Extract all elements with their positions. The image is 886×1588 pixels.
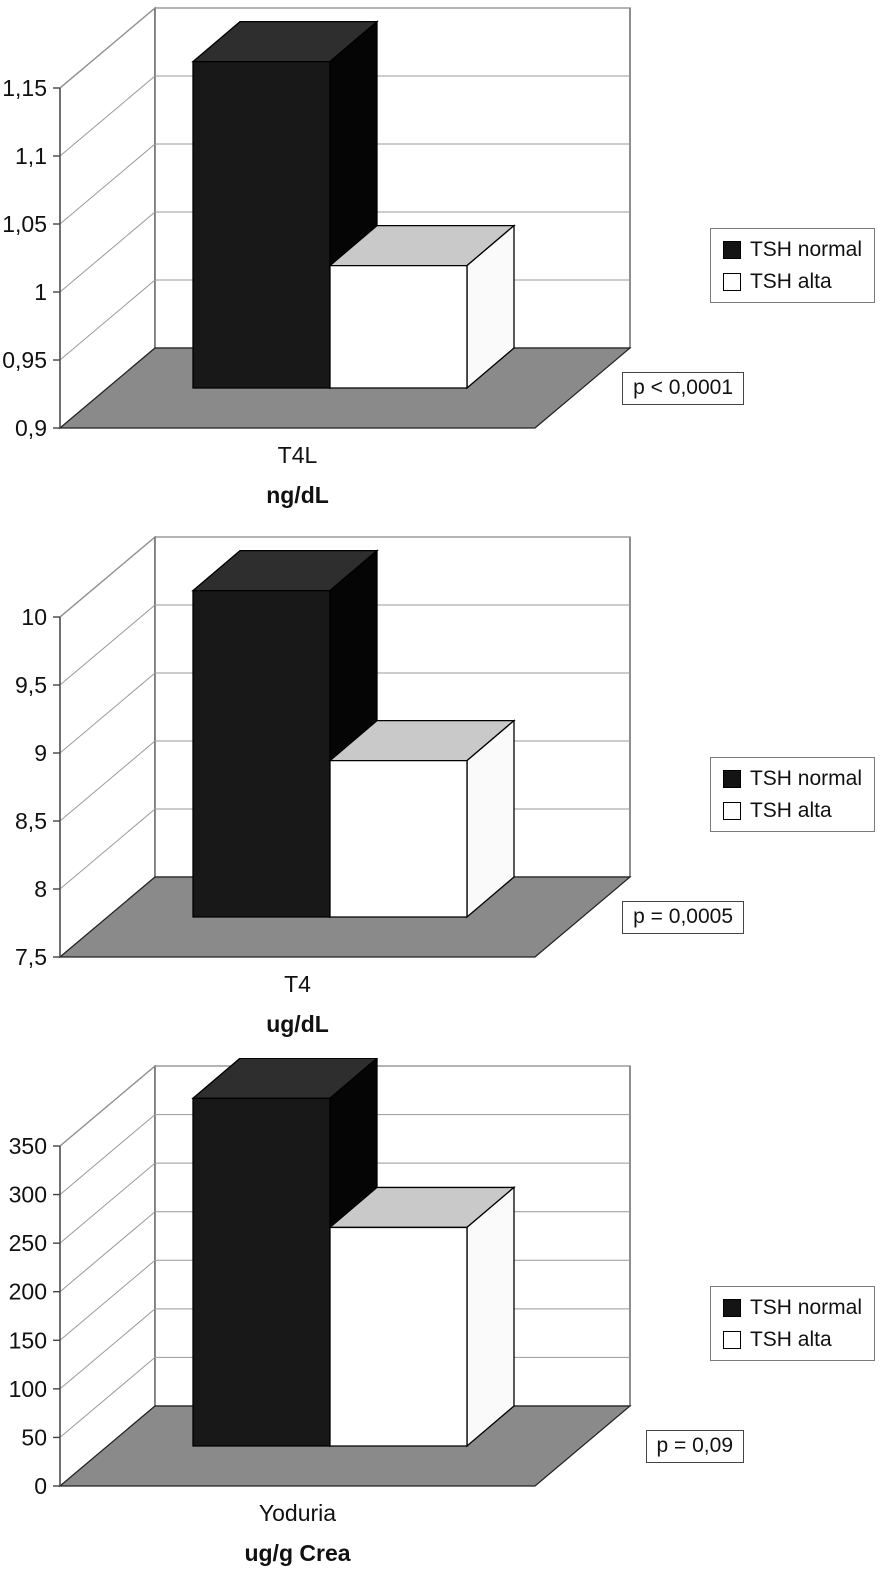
bar-tsh-alta-front <box>329 1226 468 1447</box>
unit-label: ng/dL <box>266 482 329 508</box>
bar-tsh-normal-front <box>192 589 331 918</box>
legend-item-tsh-normal: TSH normal <box>722 1296 862 1319</box>
tsh-normal-swatch-icon <box>722 1298 741 1317</box>
y-tick-label: 350 <box>9 1133 47 1159</box>
y-tick-label: 200 <box>9 1279 47 1305</box>
legend: TSH normal TSH alta <box>709 228 875 304</box>
legend-label: TSH alta <box>749 270 832 294</box>
gridline-side <box>59 7 156 89</box>
y-tick-label: 1,05 <box>2 211 47 237</box>
gridline-side <box>59 1065 156 1147</box>
legend-label: TSH normal <box>749 238 862 261</box>
y-tick-label: 50 <box>21 1424 47 1450</box>
tsh-normal-swatch-icon <box>722 769 741 788</box>
legend-item-tsh-alta: TSH alta <box>722 799 862 823</box>
legend-label: TSH alta <box>749 1328 832 1352</box>
y-tick-label: 0,95 <box>2 347 47 373</box>
bar-tsh-alta-front <box>329 759 468 918</box>
gridline-side <box>59 672 156 754</box>
unit-label: ug/dL <box>266 1011 329 1037</box>
legend-label: TSH alta <box>749 799 832 823</box>
gridline-side <box>59 1357 156 1438</box>
gridline-side <box>59 75 156 157</box>
tsh-alta-swatch-icon <box>722 801 741 820</box>
tsh-alta-swatch-icon <box>722 272 741 291</box>
y-tick-label: 8 <box>34 876 47 902</box>
bar-tsh-alta-side <box>466 1186 515 1448</box>
bar-tsh-normal-front <box>192 1097 331 1447</box>
tsh-normal-swatch-icon <box>722 240 741 259</box>
y-tick-label: 9,5 <box>15 672 47 698</box>
legend-item-tsh-normal: TSH normal <box>722 767 862 790</box>
legend-label: TSH normal <box>749 1296 862 1319</box>
chart-section-t4l: 0,9 0,95 1 1,05 1,1 1,15 TSH normal TSH alta … <box>0 0 886 529</box>
gridline-side <box>59 1308 156 1390</box>
y-tick-label: 1,1 <box>15 143 47 169</box>
y-tick-label: 0,9 <box>15 415 47 441</box>
t4l-3d-bar-plot: 0,9 0,95 1 1,05 1,1 1,15 <box>2 6 632 441</box>
bar-tsh-alta-front <box>329 264 468 389</box>
chart-section-t4: 7,5 8 8,5 9 9,5 10 TSH normal TSH alta p = 0,… <box>0 529 886 1058</box>
gridline-side <box>59 808 156 890</box>
legend-item-tsh-alta: TSH alta <box>722 270 862 294</box>
y-tick-label: 10 <box>21 604 47 630</box>
gridline-side <box>59 536 156 618</box>
gridline-side <box>59 1259 156 1341</box>
gridline-side <box>59 604 156 686</box>
t4-3d-bar-plot: 7,5 8 8,5 9 9,5 10 <box>15 535 632 970</box>
bar-tsh-normal-front <box>192 60 331 389</box>
gridline-side <box>59 1162 156 1244</box>
category-label: T4 <box>284 971 311 997</box>
legend-item-tsh-normal: TSH normal <box>722 238 862 261</box>
p-value-box: p = 0,09 <box>645 1430 744 1463</box>
y-tick-label: 300 <box>9 1182 47 1208</box>
category-label: T4L <box>277 442 318 468</box>
unit-label: ug/g Crea <box>244 1540 351 1566</box>
legend-item-tsh-alta: TSH alta <box>722 1328 862 1352</box>
y-tick-label: 8,5 <box>15 808 47 834</box>
y-tick-label: 250 <box>9 1230 47 1256</box>
yoduria-3d-bar-plot: 0 50 100 150 200 250 300 350 <box>9 1058 632 1499</box>
chart-section-yoduria: 0 50 100 150 200 250 300 350 TSH normal TSH alt… <box>0 1058 886 1587</box>
y-tick-label: 150 <box>9 1327 47 1353</box>
category-label: Yoduria <box>258 1500 337 1526</box>
gridline-side <box>59 1211 156 1293</box>
p-value-box: p < 0,0001 <box>622 372 744 405</box>
gridline-side <box>59 740 156 822</box>
p-value-box: p = 0,0005 <box>622 901 744 934</box>
y-tick-label: 1,15 <box>2 75 47 101</box>
y-tick-label: 0 <box>34 1473 47 1499</box>
legend: TSH normal TSH alta <box>709 757 875 833</box>
y-tick-label: 100 <box>9 1376 47 1402</box>
gridline-side <box>59 279 156 361</box>
gridline-side <box>59 211 156 293</box>
tsh-alta-swatch-icon <box>722 1330 741 1349</box>
y-tick-label: 9 <box>34 740 47 766</box>
gridline-side <box>59 1114 156 1195</box>
legend-label: TSH normal <box>749 767 862 790</box>
gridline-side <box>59 143 156 225</box>
legend: TSH normal TSH alta <box>709 1286 875 1362</box>
y-tick-label: 7,5 <box>15 944 47 970</box>
y-tick-label: 1 <box>34 279 47 305</box>
